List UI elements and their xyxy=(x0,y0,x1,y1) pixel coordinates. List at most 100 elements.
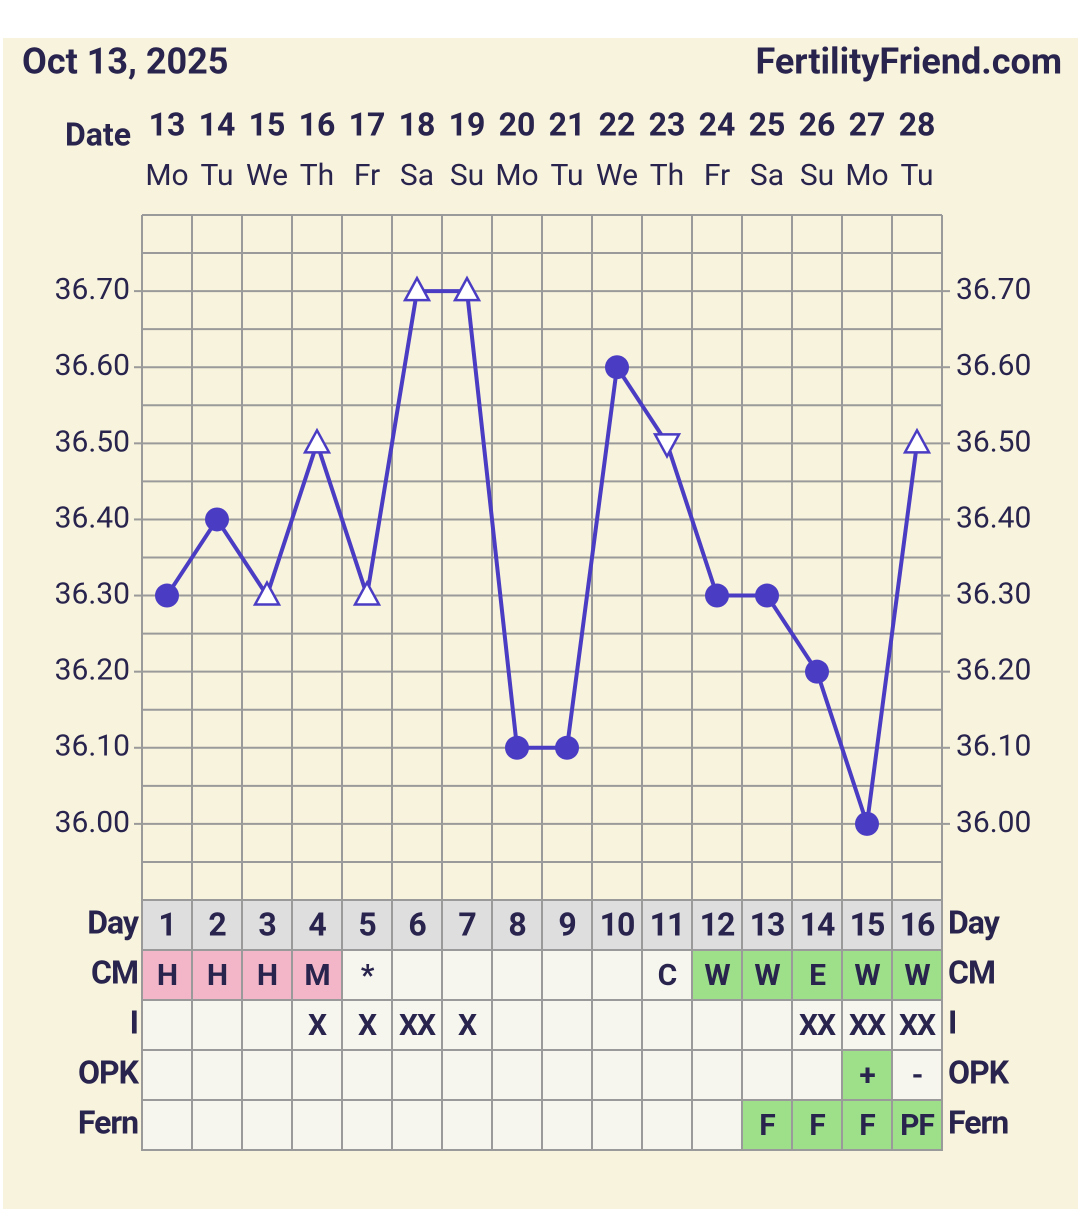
temperature-point xyxy=(402,275,432,302)
cell-text: 9 xyxy=(558,905,575,943)
table-cell xyxy=(791,899,843,951)
weekday-label: Mo xyxy=(145,158,188,193)
y-tick-label: 36.50 xyxy=(956,424,1031,459)
table-cell xyxy=(591,949,643,1001)
row-label: Day xyxy=(948,903,1001,941)
temperature-point xyxy=(205,507,229,532)
table-cell xyxy=(741,1049,793,1101)
temperature-point xyxy=(805,659,829,684)
cell-text: X xyxy=(308,1008,327,1043)
temperature-point xyxy=(855,811,879,836)
y-tick-label: 36.10 xyxy=(55,729,130,764)
weekday-label: Th xyxy=(650,158,684,193)
table-cell xyxy=(791,1049,843,1101)
temperature-point xyxy=(505,735,529,760)
date-label: 14 xyxy=(199,105,236,143)
table-cell xyxy=(591,1049,643,1101)
cell-text: 12 xyxy=(700,905,735,943)
table-cell xyxy=(241,1049,293,1101)
cell-text: XX xyxy=(399,1008,436,1043)
row-label: OPK xyxy=(78,1053,140,1091)
cell-text: 1 xyxy=(158,905,175,943)
temperature-point xyxy=(452,275,482,302)
weekday-label: Tu xyxy=(900,158,933,193)
cell-text: PF xyxy=(900,1108,934,1143)
table-cell xyxy=(141,899,193,951)
table-cell xyxy=(891,1099,943,1151)
y-tick-label: 36.30 xyxy=(956,576,1031,611)
cell-text: XX xyxy=(899,1008,936,1043)
table-cell xyxy=(691,999,743,1051)
table-cell xyxy=(141,1049,193,1101)
table-cell xyxy=(291,949,343,1001)
table-cell xyxy=(691,1099,743,1151)
cell-text: 4 xyxy=(308,905,326,943)
weekday-label: Mo xyxy=(495,158,538,193)
cell-text: H xyxy=(207,958,227,993)
table-cell xyxy=(541,999,593,1051)
row-label: Fern xyxy=(948,1103,1008,1141)
table-cell xyxy=(441,949,493,1001)
cell-text: 6 xyxy=(408,905,426,943)
cell-text: E xyxy=(809,958,826,993)
date-label: 20 xyxy=(499,105,536,143)
cell-text: W xyxy=(904,958,930,993)
date-label: 13 xyxy=(149,105,186,143)
y-tick-label: 36.40 xyxy=(55,500,130,535)
table-cell xyxy=(591,999,643,1051)
y-tick-label: 36.70 xyxy=(55,272,130,307)
temperature-point xyxy=(605,355,629,380)
table-cell xyxy=(391,949,443,1001)
table-cell xyxy=(241,899,293,951)
table-cell xyxy=(191,1049,243,1101)
row-label: CM xyxy=(91,953,138,991)
table-cell xyxy=(141,999,193,1051)
table-cell xyxy=(341,1049,393,1101)
date-label: 25 xyxy=(749,105,786,143)
y-tick-label: 36.70 xyxy=(956,272,1031,307)
weekday-label: Sa xyxy=(750,158,784,193)
cell-text: 7 xyxy=(458,905,476,943)
table-cell xyxy=(791,999,843,1051)
weekday-label: Tu xyxy=(550,158,583,193)
table-cell xyxy=(291,1099,343,1151)
table-cell xyxy=(641,999,693,1051)
cell-text: W xyxy=(754,958,780,993)
cell-text: X xyxy=(458,1008,477,1043)
table-cell xyxy=(641,899,693,951)
date-label: 17 xyxy=(349,105,386,143)
cell-text: M xyxy=(304,958,329,993)
table-cell xyxy=(441,1049,493,1101)
y-tick-label: 36.00 xyxy=(956,805,1031,840)
table-cell xyxy=(891,1049,943,1101)
table-cell xyxy=(341,1099,393,1151)
table-cell xyxy=(141,1099,193,1151)
cell-text: C xyxy=(658,958,677,993)
table-cell xyxy=(341,999,393,1051)
cell-text: W xyxy=(704,958,730,993)
cell-text: F xyxy=(859,1108,875,1143)
temperature-point xyxy=(652,433,682,459)
weekday-label: Fr xyxy=(354,158,380,193)
cell-text: XX xyxy=(849,1008,886,1043)
row-label: I xyxy=(130,1003,138,1041)
table-cell xyxy=(791,1099,843,1151)
table-cell xyxy=(591,1099,643,1151)
y-tick-label: 36.50 xyxy=(55,424,130,459)
table-cell xyxy=(441,999,493,1051)
date-label: 28 xyxy=(899,105,936,143)
weekday-label: We xyxy=(246,158,288,193)
cell-text: W xyxy=(854,958,880,993)
date-label: 24 xyxy=(699,105,736,143)
cell-text: 13 xyxy=(750,905,785,943)
row-label: OPK xyxy=(948,1053,1010,1091)
cell-text: F xyxy=(759,1108,775,1143)
cell-text: * xyxy=(361,958,375,993)
table-cell xyxy=(391,1049,443,1101)
table-cell xyxy=(491,949,543,1001)
table-cell xyxy=(891,999,943,1051)
temperature-point xyxy=(705,583,729,608)
cell-text: 11 xyxy=(650,905,685,943)
row-label: Day xyxy=(87,903,140,941)
